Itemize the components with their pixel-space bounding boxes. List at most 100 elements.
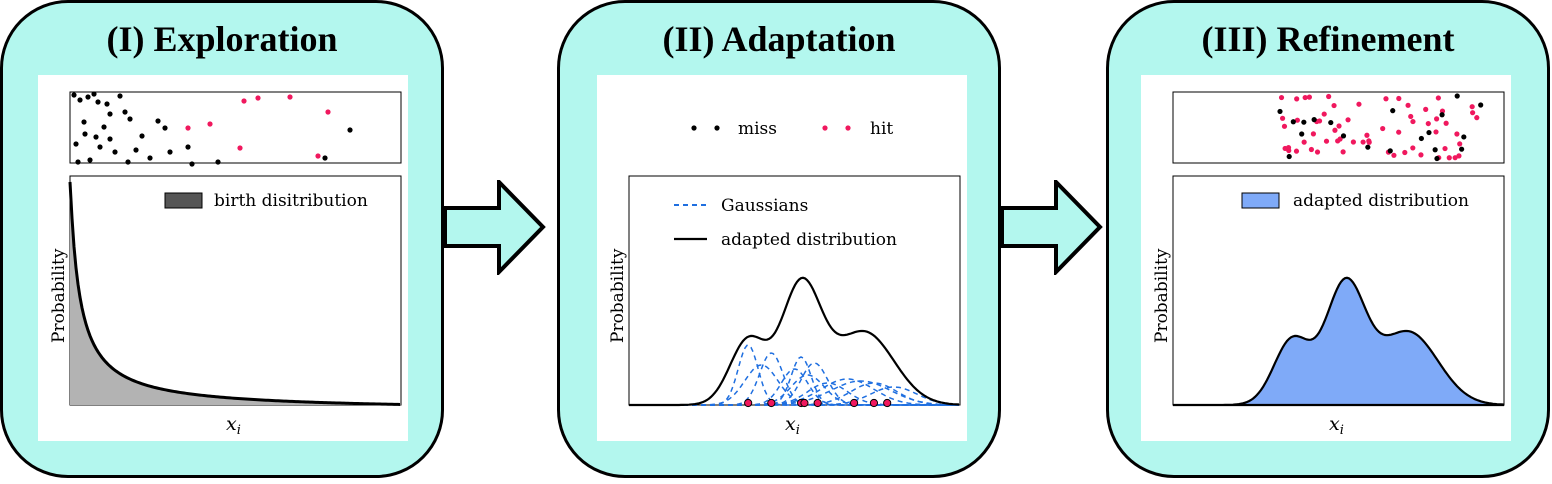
miss-dot [1418,135,1424,142]
x-axis-label: xi [785,413,800,438]
miss-dot [189,161,195,167]
hit-dot [1294,96,1300,102]
hit-dot [1301,139,1307,145]
gaussian-center-marker [800,398,809,408]
miss-dot [93,134,99,140]
hit-dot [1408,113,1414,120]
hit-dot [237,145,243,151]
hit-dot [1456,153,1462,159]
miss-dot [125,159,131,165]
legend-miss-label: miss [738,119,777,139]
hit-dot [1345,117,1351,123]
gaussian-center-marker [813,398,822,408]
legend-swatch [1241,192,1280,209]
legend-miss-dot [714,125,720,131]
gaussian-center-marker [883,398,892,408]
hit-dot [241,98,247,104]
miss-dot [1286,153,1292,160]
hit-dot [1332,127,1338,133]
miss-dot [1434,155,1440,162]
hit-dot [1302,94,1308,101]
hit-dot [1364,132,1370,138]
hit-dot [1366,138,1372,144]
hit-dot [1323,138,1330,144]
miss-dot [1454,93,1460,99]
stage-exploration: (I) Exploration birth disitribution Prob… [0,0,444,478]
x-axis-label: xi [1329,413,1344,438]
legend-hit-dot [845,125,851,131]
hit-dot [1336,123,1342,129]
hit-dot [1434,116,1440,122]
legend-label: birth disitribution [214,191,368,211]
miss-dot [75,159,81,165]
hit-dot [1442,145,1448,152]
hit-dot [1396,129,1402,135]
miss-dot [85,94,91,100]
miss-dot [1432,147,1438,153]
hit-dot [1308,146,1314,153]
miss-dot [1311,117,1317,123]
miss-dot [112,149,118,155]
plot-frame [628,175,961,406]
refinement-figure: adapted distribution Probability xi [1152,91,1505,438]
hit-dot [1278,94,1285,101]
miss-dot [162,125,168,131]
legend-miss-dot [691,125,697,131]
hit-dot [1380,125,1386,132]
hit-dot [1286,147,1292,154]
hit-dot [1425,120,1431,127]
hit-dot [1383,96,1389,102]
hit-dot [1314,149,1321,155]
arrow-right-icon [1000,180,1103,275]
hit-dot [1321,111,1327,117]
miss-dot [1426,129,1432,136]
miss-dot [147,155,153,161]
birth-distribution-area [70,182,401,405]
miss-dot [91,91,97,97]
miss-dot [81,119,87,125]
adapted-distribution-area [1173,276,1505,407]
hit-dot [1331,102,1337,109]
hit-dot [1469,104,1475,110]
arrow-right-icon [443,180,546,275]
hit-dot [1423,106,1429,112]
sample-dots [1277,93,1484,162]
miss-dot [139,133,145,139]
miss-dot [122,109,128,115]
stage-title: (I) Exploration [106,19,338,59]
legend-gaussians-label: Gaussians [721,196,808,216]
adapted-distribution-curve [629,276,960,407]
miss-dot [127,116,133,122]
hit-dot [1294,117,1300,123]
hit-dot [1446,155,1452,161]
miss-dot [101,124,107,130]
adaptation-panel: miss hit Gaussians adapted distribution … [597,75,967,441]
hit-dot [1316,118,1323,124]
hit-dot [1340,149,1346,155]
miss-dot [1290,119,1296,125]
miss-dot [1365,144,1371,150]
gaussian-center-marker [849,398,859,408]
miss-dot [1277,108,1283,115]
hit-dot [1474,115,1480,121]
miss-dot [1340,133,1347,139]
y-axis-label: Probability [1152,248,1172,343]
miss-dot [97,144,103,150]
hit-dot [1410,145,1416,151]
miss-dot [1439,112,1445,118]
hit-dot [207,121,213,127]
miss-dot [1461,134,1467,140]
hit-dot [1402,149,1408,156]
legend-label: adapted distribution [1293,191,1469,211]
miss-dot [1328,119,1334,126]
hit-dot [1391,152,1397,158]
hit-dot [1281,123,1288,129]
hit-dot [1418,152,1424,158]
hit-dot [1405,102,1411,108]
hit-dot [1306,94,1312,100]
miss-dot [82,131,88,137]
miss-dot [1478,102,1484,108]
miss-dot [87,157,93,163]
miss-dot [1301,119,1307,125]
legend-swatch [164,192,203,209]
